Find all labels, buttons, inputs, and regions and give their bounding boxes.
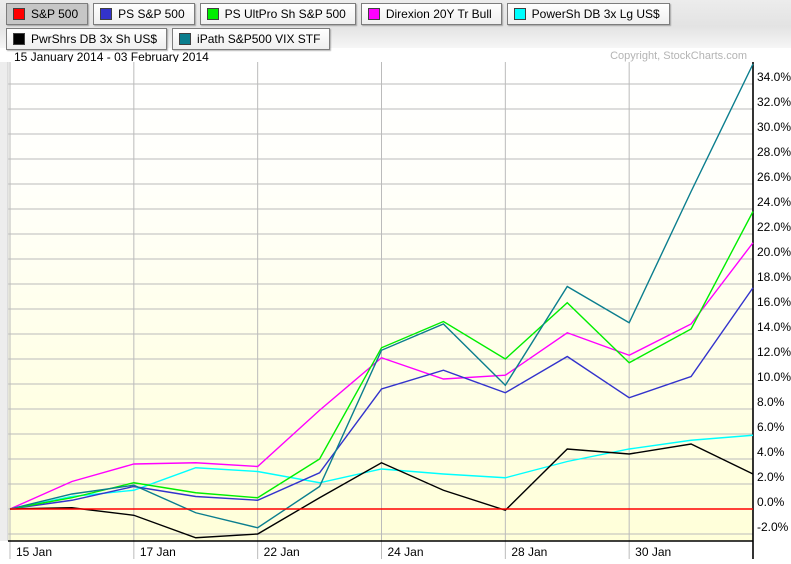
- legend-bar: S&P 500 PS S&P 500 PS UltPro Sh S&P 500 Dir…: [0, 0, 791, 50]
- series-line-direxion-20y-tr-bull: [9, 242, 754, 510]
- y-tick-label: 16.0%: [757, 295, 791, 309]
- y-tick-label: 32.0%: [757, 95, 791, 109]
- x-tick-label: 15 Jan: [16, 545, 53, 559]
- legend-button-label: PwrShrs DB 3x Sh US$: [31, 32, 158, 46]
- series-line-pwrshrs-db-3x-sh-us: [9, 443, 754, 539]
- y-tick-label: 34.0%: [757, 70, 791, 84]
- y-tick-label: 18.0%: [757, 270, 791, 284]
- legend-color-swatch: [13, 33, 25, 45]
- plot-left-gutter: [0, 62, 8, 541]
- legend-button-label: PS S&P 500: [118, 7, 185, 21]
- y-tick-label: 4.0%: [757, 445, 785, 459]
- y-tick-label: 8.0%: [757, 395, 785, 409]
- series-line-powersh-db-3x-lg-us: [9, 434, 754, 510]
- legend-color-swatch: [13, 8, 25, 20]
- chart-date-range: 15 January 2014 - 03 February 2014: [14, 50, 209, 64]
- legend-button-ipath-s-p500-vix-stf[interactable]: iPath S&P500 VIX STF: [172, 28, 331, 50]
- series-line-ps-ultpro-sh-s-p-500: [9, 211, 754, 510]
- copyright-text: Copyright, StockCharts.com: [610, 50, 747, 62]
- legend-button-label: PowerSh DB 3x Lg US$: [531, 7, 660, 21]
- x-tick-label: 17 Jan: [139, 545, 176, 559]
- legend-color-swatch: [206, 8, 219, 20]
- legend-button-label: PS UltPro Sh S&P 500: [224, 7, 346, 21]
- series-line-ps-s-p-500: [9, 287, 754, 510]
- legend-button-direxion-20y-tr-bull[interactable]: Direxion 20Y Tr Bull: [360, 3, 502, 25]
- x-tick-label: 28 Jan: [511, 545, 548, 559]
- legend-button-pwrshrs-db-3x-sh-us[interactable]: PwrShrs DB 3x Sh US$: [6, 28, 168, 50]
- legend-button-label: Direxion 20Y Tr Bull: [385, 7, 492, 21]
- legend-color-swatch: [513, 8, 526, 20]
- y-tick-label: 14.0%: [757, 320, 791, 334]
- y-tick-label: 26.0%: [757, 170, 791, 184]
- legend-color-swatch: [100, 8, 113, 20]
- legend-button-label: iPath S&P500 VIX STF: [197, 32, 321, 46]
- x-tick-label: 24 Jan: [387, 545, 424, 559]
- legend-button-label: S&P 500: [31, 7, 79, 21]
- y-tick-label: 2.0%: [757, 470, 785, 484]
- y-tick-label: 28.0%: [757, 145, 791, 159]
- legend-color-swatch: [179, 33, 192, 45]
- x-tick-label: 22 Jan: [263, 545, 300, 559]
- y-tick-label: 0.0%: [757, 495, 785, 509]
- y-tick-label: 24.0%: [757, 195, 791, 209]
- legend-button-ps-s-p-500[interactable]: PS S&P 500: [93, 3, 195, 25]
- legend-button-s-p-500[interactable]: S&P 500: [6, 3, 89, 25]
- y-tick-label: 12.0%: [757, 345, 791, 359]
- y-tick-label: 20.0%: [757, 245, 791, 259]
- y-tick-label: 6.0%: [757, 420, 785, 434]
- legend-button-ps-ultpro-sh-s-p-500[interactable]: PS UltPro Sh S&P 500: [199, 3, 356, 25]
- y-tick-label: 22.0%: [757, 220, 791, 234]
- legend-button-powersh-db-3x-lg-us[interactable]: PowerSh DB 3x Lg US$: [506, 3, 670, 25]
- legend: S&P 500 PS S&P 500 PS UltPro Sh S&P 500 Dir…: [6, 3, 732, 50]
- x-tick-label: 30 Jan: [635, 545, 672, 559]
- series-line-ipath-s-p500-vix-stf: [9, 63, 754, 529]
- y-tick-label: -2.0%: [757, 520, 789, 534]
- y-tick-label: 10.0%: [757, 370, 791, 384]
- y-tick-label: 30.0%: [757, 120, 791, 134]
- legend-color-swatch: [367, 8, 380, 20]
